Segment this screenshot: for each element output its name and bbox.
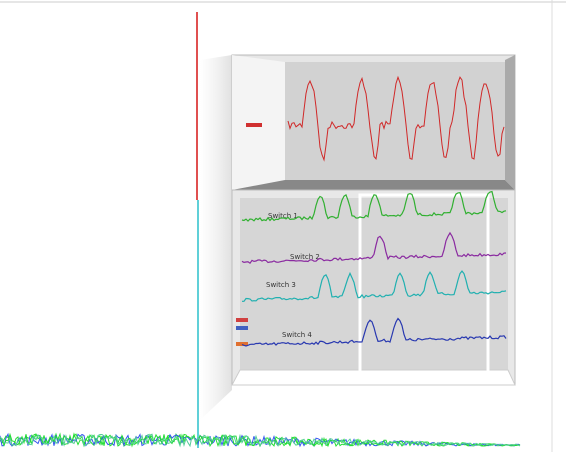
- trace-label: Switch 4: [282, 331, 312, 339]
- channel-marker: [236, 318, 248, 322]
- panel-shadow: [200, 55, 232, 420]
- scene: Switch 1 Switch 2 Switch 3 Switch 4: [0, 0, 566, 452]
- trace-label: Switch 3: [266, 281, 296, 289]
- top-panel-bevel-left: [232, 55, 285, 190]
- bottom-panel-bevel: [232, 370, 515, 385]
- bottom-panel: Switch 1 Switch 2 Switch 3 Switch 4: [232, 190, 515, 385]
- page: {"traces": [{"label": "Switch 1"}, {"lab…: [0, 0, 566, 452]
- top-panel-screen: [285, 62, 505, 180]
- channel-marker: [236, 326, 248, 330]
- top-channel-marker: [246, 123, 262, 127]
- top-panel-bevel-right: [505, 55, 515, 190]
- top-panel: [232, 55, 515, 190]
- trace-label: Switch 2: [290, 253, 320, 261]
